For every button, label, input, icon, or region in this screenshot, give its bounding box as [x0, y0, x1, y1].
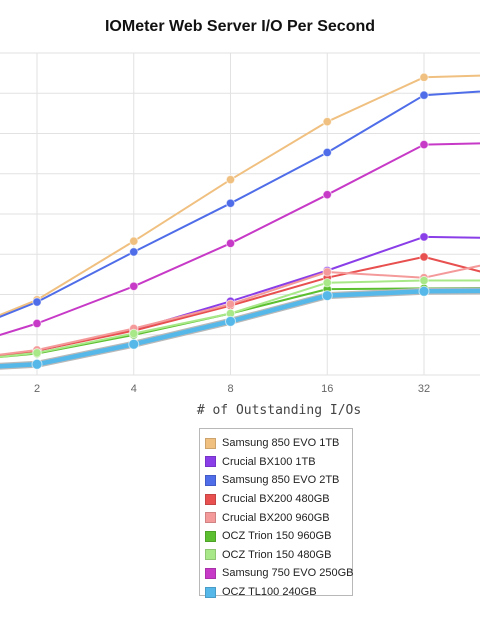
- legend-item: Crucial BX200 480GB: [205, 490, 352, 509]
- data-point: [225, 198, 236, 208]
- x-axis: 2 4 8 16 32: [34, 383, 430, 395]
- legend-item: Samsung 850 EVO 1TB: [205, 434, 352, 453]
- legend-label: Samsung 850 EVO 2TB: [222, 474, 340, 487]
- legend-item: Samsung 850 EVO 2TB: [205, 471, 352, 490]
- data-point: [225, 299, 236, 309]
- x-tick-label: 16: [321, 383, 333, 395]
- series-layer: [0, 72, 480, 370]
- data-point: [225, 315, 236, 327]
- data-point: [129, 236, 139, 246]
- legend-item: OCZ Trion 150 960GB: [205, 527, 352, 546]
- grid-lines: [0, 52, 480, 376]
- legend-label: Samsung 750 EVO 250GB: [222, 567, 354, 580]
- legend-swatch: [205, 474, 216, 486]
- data-point: [129, 281, 139, 291]
- series-2: [0, 90, 480, 318]
- data-point: [419, 139, 429, 150]
- series-7: [0, 139, 480, 337]
- data-point: [419, 232, 429, 242]
- x-tick-label: 32: [418, 383, 430, 395]
- x-tick-label: 8: [227, 383, 233, 395]
- series-6: [0, 275, 480, 358]
- data-point: [419, 275, 429, 286]
- legend-item: Crucial BX100 1TB: [205, 453, 352, 472]
- data-point: [418, 285, 430, 297]
- data-point: [225, 174, 236, 185]
- data-point: [32, 297, 42, 307]
- data-point: [31, 358, 43, 370]
- legend-label: OCZ TL100 240GB: [222, 586, 317, 599]
- data-point: [419, 252, 429, 262]
- data-point: [128, 338, 140, 350]
- data-point: [322, 189, 332, 200]
- x-tick-label: 2: [34, 383, 40, 395]
- legend-item: OCZ Trion 150 480GB: [205, 546, 352, 565]
- series-5: [0, 283, 480, 359]
- legend-label: Crucial BX100 1TB: [222, 455, 316, 468]
- legend-item: Samsung 750 EVO 250GB: [205, 564, 354, 583]
- legend-item: OCZ TL100 240GB: [205, 583, 352, 602]
- data-point: [32, 318, 42, 329]
- data-point: [419, 72, 429, 83]
- legend-swatch: [205, 530, 216, 542]
- legend-swatch: [205, 567, 216, 579]
- legend-label: Samsung 850 EVO 1TB: [222, 437, 340, 450]
- data-point: [321, 290, 333, 302]
- data-point: [129, 247, 139, 257]
- legend-swatch: [205, 586, 216, 598]
- legend-swatch: [205, 493, 216, 505]
- legend: Samsung 850 EVO 1TB Crucial BX100 1TB Sams…: [199, 428, 354, 598]
- series-line: [0, 74, 480, 317]
- legend-label: OCZ Trion 150 480GB: [222, 548, 332, 561]
- legend-swatch: [205, 549, 216, 561]
- x-tick-label: 4: [131, 383, 137, 395]
- legend-swatch: [205, 512, 216, 524]
- data-point: [32, 348, 42, 358]
- data-point: [322, 147, 332, 158]
- data-point: [225, 238, 236, 249]
- chart-title: IOMeter Web Server I/O Per Second: [104, 18, 376, 35]
- data-point: [322, 277, 332, 288]
- legend-label: OCZ Trion 150 960GB: [222, 530, 332, 543]
- legend-swatch: [205, 456, 216, 468]
- data-point: [129, 328, 139, 339]
- legend-item: Crucial BX200 960GB: [205, 508, 352, 527]
- x-axis-label: # of Outstanding I/Os: [197, 403, 361, 418]
- data-point: [322, 116, 332, 127]
- legend-label: Crucial BX200 960GB: [222, 511, 330, 524]
- data-point: [419, 90, 429, 100]
- legend-swatch: [205, 437, 216, 449]
- data-point: [322, 267, 332, 277]
- legend-label: Crucial BX200 480GB: [222, 493, 330, 506]
- series-8: [0, 285, 480, 370]
